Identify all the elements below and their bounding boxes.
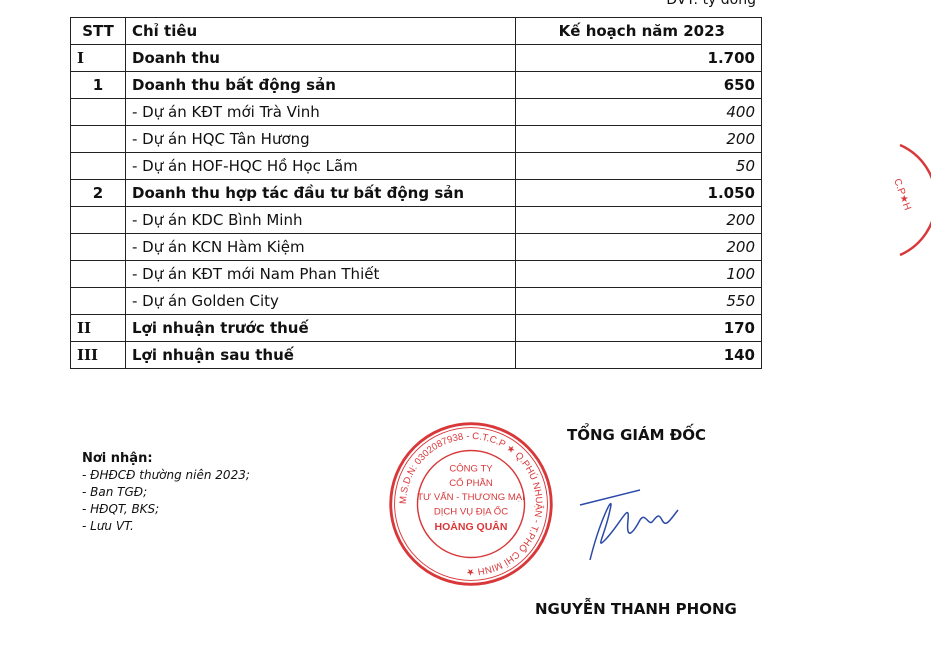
cell-value: 50	[515, 152, 762, 180]
cell-stt: 1	[70, 71, 126, 99]
cell-stt: 2	[70, 179, 126, 207]
header-stt: STT	[70, 17, 126, 45]
table-row: III Lợi nhuận sau thuế 140	[70, 341, 762, 369]
cell-value: 200	[515, 125, 762, 153]
cell-value: 170	[515, 314, 762, 342]
unit-label: ĐVT: tỷ đồng	[666, 0, 756, 8]
recipient-item: - ĐHĐCĐ thường niên 2023;	[82, 468, 250, 482]
cell-stt	[70, 206, 126, 234]
cell-label: - Dự án KCN Hàm Kiệm	[125, 233, 516, 261]
cell-label: Lợi nhuận sau thuế	[125, 341, 516, 369]
svg-text:HOÀNG QUÂN: HOÀNG QUÂN	[435, 520, 508, 533]
cell-label: - Dự án KDC Bình Minh	[125, 206, 516, 234]
table-row: I Doanh thu 1.700	[70, 44, 762, 72]
cell-value: 400	[515, 98, 762, 126]
cell-label: - Dự án KĐT mới Nam Phan Thiết	[125, 260, 516, 288]
table-row: - Dự án HOF-HQC Hồ Học Lãm 50	[70, 152, 762, 180]
table-row: 1 Doanh thu bất động sản 650	[70, 71, 762, 99]
cell-label: Lợi nhuận trước thuế	[125, 314, 516, 342]
cell-stt	[70, 152, 126, 180]
cell-value: 140	[515, 341, 762, 369]
cell-stt	[70, 287, 126, 315]
cell-stt	[70, 233, 126, 261]
table-row: - Dự án KDC Bình Minh 200	[70, 206, 762, 234]
cell-label: - Dự án HQC Tân Hương	[125, 125, 516, 153]
svg-text:TƯ VẤN - THƯƠNG MẠI: TƯ VẤN - THƯƠNG MẠI	[417, 492, 525, 503]
cell-value: 550	[515, 287, 762, 315]
cell-stt	[70, 98, 126, 126]
table-header: STT Chỉ tiêu Kế hoạch năm 2023	[70, 17, 762, 45]
svg-text:CÔNG TY: CÔNG TY	[449, 464, 493, 475]
cell-label: - Dự án HOF-HQC Hồ Học Lãm	[125, 152, 516, 180]
table-row: II Lợi nhuận trước thuế 170	[70, 314, 762, 342]
partial-stamp-edge: C.P★H	[891, 143, 931, 257]
plan-table: STT Chỉ tiêu Kế hoạch năm 2023 I Doanh th…	[70, 17, 762, 369]
cell-stt: II	[70, 314, 126, 342]
table-row: - Dự án KĐT mới Nam Phan Thiết 100	[70, 260, 762, 288]
cell-value: 200	[515, 206, 762, 234]
cell-value: 1.050	[515, 179, 762, 207]
header-indicator: Chỉ tiêu	[125, 17, 516, 45]
cell-label: Doanh thu	[125, 44, 516, 72]
cell-label: Doanh thu bất động sản	[125, 71, 516, 99]
company-stamp: M.S.D.N: 0302087938 - C.T.C.P ★ Q.PHÚ NH…	[389, 422, 553, 586]
cell-value: 1.700	[515, 44, 762, 72]
cell-label: Doanh thu hợp tác đầu tư bất động sản	[125, 179, 516, 207]
table-row: - Dự án Golden City 550	[70, 287, 762, 315]
signer-title: TỔNG GIÁM ĐỐC	[567, 426, 707, 444]
svg-text:DỊCH VỤ ĐỊA ỐC: DỊCH VỤ ĐỊA ỐC	[434, 506, 508, 518]
table-row: 2 Doanh thu hợp tác đầu tư bất động sản 1.…	[70, 179, 762, 207]
cell-stt	[70, 125, 126, 153]
cell-stt: III	[70, 341, 126, 369]
svg-text:CỔ PHẦN: CỔ PHẦN	[449, 477, 493, 489]
table-row: - Dự án HQC Tân Hương 200	[70, 125, 762, 153]
cell-stt: I	[70, 44, 126, 72]
table-row: - Dự án KĐT mới Trà Vinh 400	[70, 98, 762, 126]
recipient-item: - HĐQT, BKS;	[82, 502, 160, 516]
recipient-item: - Lưu VT.	[82, 519, 134, 533]
cell-value: 100	[515, 260, 762, 288]
table-row: - Dự án KCN Hàm Kiệm 200	[70, 233, 762, 261]
svg-text:C.P★H: C.P★H	[891, 177, 913, 212]
cell-value: 200	[515, 233, 762, 261]
recipients-heading: Nơi nhận:	[82, 451, 153, 466]
cell-value: 650	[515, 71, 762, 99]
recipients: Nơi nhận: - ĐHĐCĐ thường niên 2023; - Ba…	[82, 450, 250, 535]
cell-label: - Dự án KĐT mới Trà Vinh	[125, 98, 516, 126]
cell-stt	[70, 260, 126, 288]
header-plan-2023: Kế hoạch năm 2023	[515, 17, 762, 45]
svg-text:M.S.D.N: 0302087938 - C.T.C.P: M.S.D.N: 0302087938 - C.T.C.P ★ Q.PHÚ NH…	[398, 431, 544, 577]
recipient-item: - Ban TGĐ;	[82, 485, 148, 499]
signer-name: NGUYỄN THANH PHONG	[535, 600, 737, 618]
signature-ink	[579, 489, 679, 561]
cell-label: - Dự án Golden City	[125, 287, 516, 315]
